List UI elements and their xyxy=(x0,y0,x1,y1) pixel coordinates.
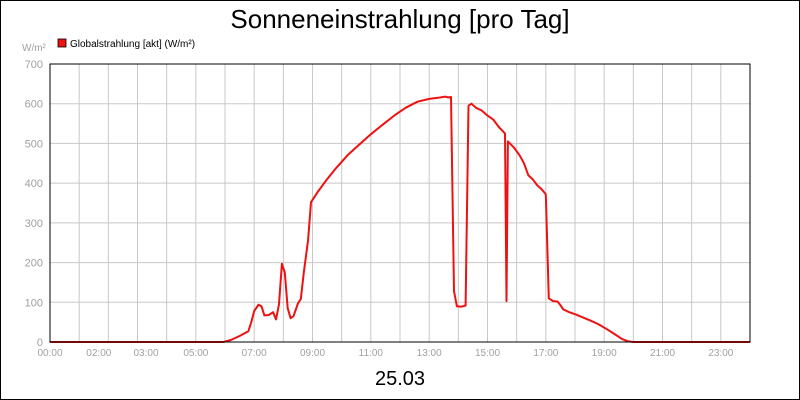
series-line-globalstrahlung xyxy=(50,95,750,343)
x-tick-label: 23:00 xyxy=(708,348,733,359)
y-tick-label: 200 xyxy=(25,258,43,270)
y-tick-label: 700 xyxy=(25,59,43,71)
x-tick-label: 15:00 xyxy=(475,348,500,359)
plot-border xyxy=(49,63,751,343)
x-tick-label: 09:00 xyxy=(300,348,325,359)
x-tick-label: 19:00 xyxy=(592,348,617,359)
y-unit-label: W/m² xyxy=(22,43,47,54)
grid xyxy=(50,63,750,343)
y-tick-label: 500 xyxy=(25,138,43,150)
x-tick-label: 07:00 xyxy=(242,348,267,359)
chart-title: Sonneneinstrahlung [pro Tag] xyxy=(230,4,569,34)
y-tick-label: 0 xyxy=(37,337,43,349)
legend-swatch xyxy=(57,38,67,48)
x-tick-label: 02:00 xyxy=(86,348,111,359)
x-tick-label: 21:00 xyxy=(650,348,675,359)
x-axis-date-label: 25.03 xyxy=(375,368,425,390)
y-tick-label: 100 xyxy=(25,297,43,309)
x-tick-label: 05:00 xyxy=(183,348,208,359)
x-tick-label: 00:00 xyxy=(37,348,62,359)
x-tick-label: 17:00 xyxy=(533,348,558,359)
y-tick-label: 300 xyxy=(25,218,43,230)
legend-label: Globalstrahlung [akt] (W/m²) xyxy=(70,39,195,50)
x-tick-label: 03:00 xyxy=(134,348,159,359)
y-tick-label: 400 xyxy=(25,178,43,190)
y-tick-label: 600 xyxy=(25,99,43,111)
y-axis-ticks: 0 100 200 300 400 500 600 700 xyxy=(25,59,43,349)
x-tick-label: 11:00 xyxy=(359,348,384,359)
x-tick-label: 13:00 xyxy=(417,348,442,359)
x-axis-ticks: 00:00 02:00 03:00 05:00 07:00 09:00 11:00 13:00… xyxy=(37,348,733,359)
